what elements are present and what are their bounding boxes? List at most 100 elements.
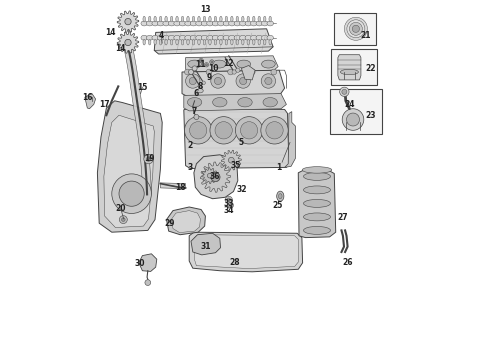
Circle shape: [346, 113, 360, 126]
Circle shape: [249, 69, 255, 75]
Ellipse shape: [214, 16, 217, 22]
Circle shape: [202, 81, 205, 85]
Text: 22: 22: [365, 64, 375, 73]
Polygon shape: [189, 232, 303, 272]
Ellipse shape: [201, 21, 208, 26]
Ellipse shape: [187, 16, 189, 22]
Ellipse shape: [302, 167, 332, 173]
Ellipse shape: [207, 21, 213, 26]
Ellipse shape: [212, 35, 219, 40]
Circle shape: [241, 122, 258, 139]
Circle shape: [352, 25, 360, 32]
Text: 25: 25: [272, 201, 283, 210]
Ellipse shape: [169, 35, 175, 40]
Ellipse shape: [250, 35, 257, 40]
Ellipse shape: [213, 98, 227, 107]
Ellipse shape: [229, 35, 235, 40]
Ellipse shape: [247, 39, 249, 45]
Ellipse shape: [187, 98, 202, 107]
Text: 10: 10: [208, 64, 219, 73]
Text: 6: 6: [194, 89, 199, 98]
Ellipse shape: [165, 16, 168, 22]
Ellipse shape: [252, 39, 255, 45]
Text: 32: 32: [236, 184, 246, 194]
Ellipse shape: [187, 39, 189, 45]
Ellipse shape: [207, 35, 213, 40]
Ellipse shape: [192, 39, 195, 45]
Ellipse shape: [152, 21, 158, 26]
Text: 7: 7: [192, 107, 197, 116]
Ellipse shape: [238, 98, 252, 107]
Polygon shape: [184, 109, 289, 168]
Circle shape: [144, 154, 153, 164]
Circle shape: [145, 280, 151, 285]
Text: 14: 14: [116, 44, 126, 53]
Ellipse shape: [267, 21, 273, 26]
Text: 36: 36: [209, 172, 220, 181]
Polygon shape: [202, 168, 218, 184]
Polygon shape: [186, 56, 278, 72]
Circle shape: [186, 74, 200, 88]
Ellipse shape: [198, 16, 200, 22]
Circle shape: [125, 18, 131, 25]
Ellipse shape: [188, 60, 201, 68]
Circle shape: [207, 174, 212, 178]
Circle shape: [229, 204, 232, 207]
Ellipse shape: [141, 21, 147, 26]
Polygon shape: [182, 70, 285, 96]
Polygon shape: [285, 112, 295, 167]
Ellipse shape: [152, 35, 158, 40]
Polygon shape: [184, 94, 286, 111]
Text: 27: 27: [337, 213, 347, 222]
Ellipse shape: [214, 39, 217, 45]
Circle shape: [211, 172, 220, 182]
Ellipse shape: [234, 35, 241, 40]
Ellipse shape: [262, 35, 268, 40]
Circle shape: [185, 117, 212, 144]
Polygon shape: [167, 207, 205, 235]
Ellipse shape: [148, 16, 151, 22]
Circle shape: [235, 117, 263, 144]
Circle shape: [232, 70, 236, 74]
Circle shape: [261, 74, 275, 88]
Circle shape: [342, 89, 347, 94]
Text: 19: 19: [145, 154, 155, 163]
Ellipse shape: [148, 39, 151, 45]
Ellipse shape: [250, 21, 257, 26]
Ellipse shape: [212, 21, 219, 26]
Ellipse shape: [303, 172, 330, 180]
Circle shape: [194, 114, 199, 120]
Ellipse shape: [163, 35, 170, 40]
Polygon shape: [298, 169, 336, 238]
Text: 9: 9: [206, 73, 212, 82]
Circle shape: [189, 69, 194, 75]
Circle shape: [236, 68, 240, 72]
Polygon shape: [139, 254, 157, 271]
Ellipse shape: [185, 35, 191, 40]
Circle shape: [236, 74, 250, 88]
Circle shape: [342, 109, 364, 130]
Circle shape: [112, 174, 151, 213]
Polygon shape: [117, 11, 139, 32]
Text: 24: 24: [344, 100, 355, 109]
Polygon shape: [171, 211, 200, 233]
Ellipse shape: [185, 21, 191, 26]
Circle shape: [349, 22, 363, 35]
Text: 8: 8: [197, 82, 203, 91]
Ellipse shape: [225, 16, 228, 22]
Polygon shape: [124, 46, 151, 194]
Circle shape: [265, 77, 272, 85]
Ellipse shape: [203, 16, 206, 22]
Ellipse shape: [201, 35, 208, 40]
Ellipse shape: [231, 39, 233, 45]
Polygon shape: [221, 150, 242, 170]
Ellipse shape: [225, 39, 228, 45]
Ellipse shape: [303, 213, 330, 221]
Circle shape: [190, 122, 207, 139]
Circle shape: [192, 66, 197, 71]
Ellipse shape: [171, 39, 173, 45]
Circle shape: [215, 77, 221, 85]
Ellipse shape: [220, 16, 222, 22]
Polygon shape: [338, 55, 361, 80]
Ellipse shape: [229, 21, 235, 26]
